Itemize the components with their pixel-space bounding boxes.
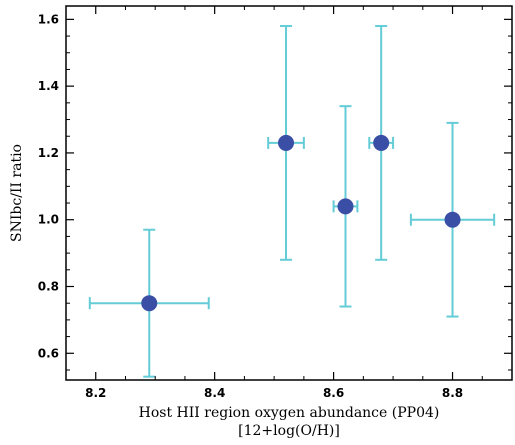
plot-frame	[65, 5, 513, 381]
x-axis: 8.2 8.4 8.6 8.8	[65, 6, 513, 400]
x-axis-title: Host HII region oxygen abundance (PP04)	[139, 405, 440, 421]
x-tick-label: 8.4	[204, 386, 225, 400]
y-tick-label: 1.6	[38, 12, 59, 26]
x-tick-label: 8.2	[85, 386, 106, 400]
errorbar-layer	[88, 25, 496, 378]
data-point-2	[278, 134, 295, 151]
x-axis-title-units: [12+log(O/H)]	[238, 423, 340, 439]
y-tick-label: 1.4	[38, 79, 59, 93]
x-tick-label: 8.8	[442, 386, 463, 400]
data-point-3	[337, 198, 354, 215]
y-tick-label: 0.6	[38, 346, 59, 360]
marker-layer	[141, 134, 461, 312]
y-axis-title: SNIbc/II ratio	[9, 144, 25, 242]
y-tick-label: 1.2	[38, 146, 59, 160]
y-axis: 0.6 0.8 1.0 1.2 1.4 1.6	[38, 12, 512, 371]
data-point-1	[141, 295, 158, 312]
x-tick-label: 8.6	[323, 386, 344, 400]
y-tick-label: 1.0	[38, 213, 59, 227]
data-point-4	[373, 134, 390, 151]
y-tick-label: 0.8	[38, 280, 59, 294]
data-point-5	[444, 211, 461, 228]
